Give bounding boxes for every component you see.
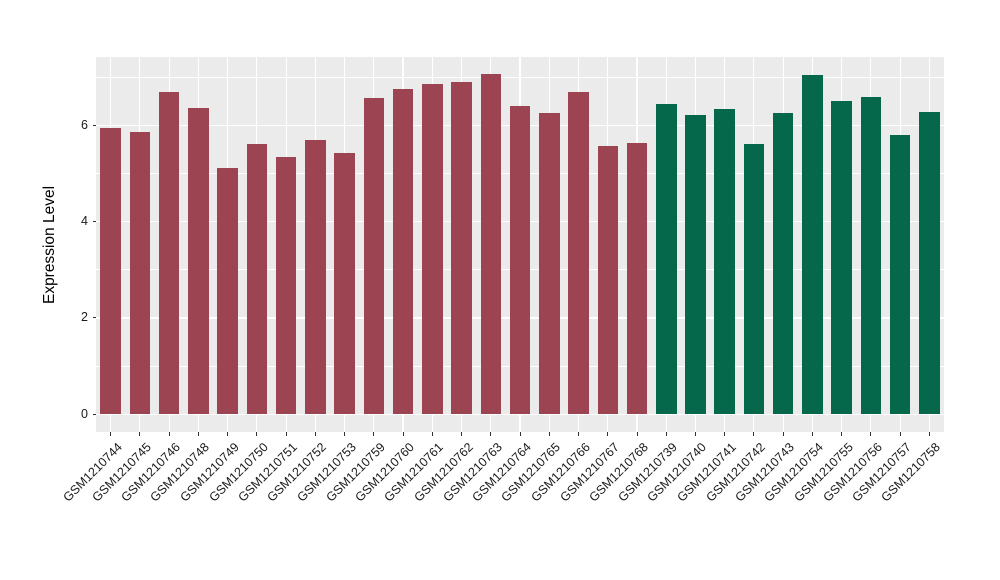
x-tick-mark-GSM1210758 — [928, 432, 930, 436]
bar-GSM1210741 — [714, 109, 735, 415]
bar-GSM1210758 — [919, 111, 940, 415]
x-tick-mark-GSM1210761 — [431, 432, 433, 436]
x-tick-mark-GSM1210751 — [285, 432, 287, 436]
bar-GSM1210742 — [743, 144, 765, 415]
bar-GSM1210763 — [480, 74, 501, 415]
x-tick-mark-GSM1210741 — [724, 432, 726, 436]
bar-GSM1210755 — [831, 100, 852, 415]
bar-GSM1210745 — [129, 131, 151, 415]
x-tick-mark-GSM1210754 — [811, 432, 813, 436]
bar-GSM1210740 — [685, 115, 706, 415]
bar-GSM1210750 — [246, 143, 268, 415]
bar-GSM1210765 — [539, 112, 560, 415]
x-tick-mark-GSM1210745 — [139, 432, 141, 436]
y-tick-mark-2 — [92, 317, 96, 319]
x-tick-mark-GSM1210740 — [694, 432, 696, 436]
y-tick-label-6: 6 — [81, 117, 88, 132]
x-tick-mark-GSM1210749 — [227, 432, 229, 436]
y-tick-mark-4 — [92, 221, 96, 223]
y-tick-label-0: 0 — [81, 406, 88, 421]
bar-GSM1210752 — [305, 139, 326, 415]
y-tick-mark-6 — [92, 124, 96, 126]
x-tick-mark-GSM1210756 — [870, 432, 872, 436]
x-tick-mark-GSM1210767 — [607, 432, 609, 436]
bar-GSM1210754 — [802, 74, 823, 415]
x-tick-mark-GSM1210764 — [519, 432, 521, 436]
bar-GSM1210764 — [509, 106, 531, 415]
x-tick-mark-GSM1210742 — [753, 432, 755, 436]
x-tick-mark-GSM1210753 — [344, 432, 346, 436]
x-tick-mark-GSM1210763 — [490, 432, 492, 436]
x-tick-mark-GSM1210759 — [373, 432, 375, 436]
x-tick-mark-GSM1210746 — [168, 432, 170, 436]
x-tick-mark-GSM1210765 — [548, 432, 550, 436]
bar-GSM1210748 — [188, 107, 209, 415]
bar-GSM1210749 — [217, 167, 238, 415]
bar-GSM1210757 — [889, 134, 911, 415]
bar-GSM1210759 — [363, 98, 384, 415]
bar-GSM1210767 — [597, 146, 618, 415]
x-tick-mark-GSM1210766 — [578, 432, 579, 436]
y-tick-label-2: 2 — [81, 310, 88, 325]
bar-GSM1210768 — [626, 142, 648, 415]
x-tick-mark-GSM1210752 — [314, 432, 316, 436]
bar-GSM1210744 — [100, 128, 121, 415]
bar-GSM1210743 — [772, 113, 794, 415]
bar-GSM1210766 — [568, 92, 589, 415]
bar-GSM1210751 — [275, 157, 297, 415]
x-tick-mark-GSM1210762 — [461, 432, 462, 436]
x-tick-mark-GSM1210760 — [402, 432, 404, 436]
y-axis-title: Expression Level — [41, 185, 58, 304]
bar-GSM1210739 — [656, 103, 677, 415]
bar-GSM1210762 — [451, 82, 472, 415]
x-tick-mark-GSM1210743 — [782, 432, 784, 436]
y-tick-mark-0 — [92, 413, 96, 415]
x-tick-mark-GSM1210748 — [197, 432, 199, 436]
x-tick-mark-GSM1210757 — [899, 432, 901, 436]
bar-GSM1210761 — [422, 84, 443, 415]
x-tick-mark-GSM1210750 — [256, 432, 258, 436]
bar-GSM1210760 — [392, 89, 414, 415]
x-tick-mark-GSM1210739 — [665, 432, 667, 436]
y-tick-label-4: 4 — [81, 214, 88, 229]
bar-GSM1210746 — [158, 91, 180, 415]
bar-GSM1210753 — [334, 152, 355, 415]
x-tick-mark-GSM1210744 — [110, 432, 112, 436]
bar-GSM1210756 — [860, 97, 882, 415]
x-tick-mark-GSM1210755 — [841, 432, 843, 436]
x-tick-mark-GSM1210768 — [636, 432, 638, 436]
